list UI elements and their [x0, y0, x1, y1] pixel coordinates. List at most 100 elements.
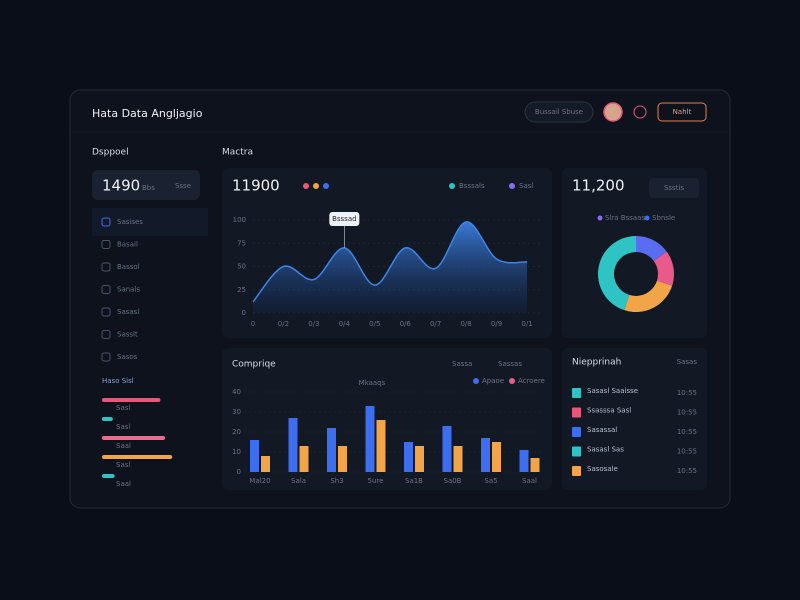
search-box[interactable] [524, 101, 594, 123]
menu-item[interactable]: Sasasl [117, 308, 139, 316]
tab[interactable]: Sassas [498, 360, 522, 368]
bar [519, 450, 529, 472]
bar [442, 426, 452, 472]
progress-bar [102, 398, 161, 402]
stat-card [92, 170, 200, 200]
item-icon [572, 407, 581, 418]
legend-label: Bsssals [459, 182, 485, 190]
avatar[interactable] [603, 102, 623, 122]
bar [481, 438, 490, 472]
app-title: Hata Data Angljagio [92, 107, 203, 120]
stat-unit: Bbs [142, 184, 155, 192]
bar [250, 440, 259, 472]
y-tick-label: 20 [232, 428, 241, 436]
x-tick-label: 5ure [368, 477, 384, 485]
x-tick-label: 0 [251, 320, 255, 328]
bar [261, 456, 270, 472]
item-icon [572, 427, 581, 437]
item-icon [572, 466, 581, 476]
annotation-box [329, 212, 360, 226]
x-tick-label: Sh3 [330, 477, 343, 485]
bar [327, 428, 336, 472]
progress-bar [102, 436, 165, 440]
legend-label: Sasl [519, 182, 533, 190]
item-time: 10:55 [677, 428, 697, 436]
y-tick-label: 75 [237, 239, 246, 247]
item-label: Sasasl Sas [587, 446, 624, 454]
x-tick-label: 0/6 [400, 320, 412, 328]
item-time: 10:55 [677, 467, 697, 475]
x-tick-label: 0/9 [491, 320, 502, 328]
menu-icon [101, 285, 111, 294]
x-tick-label: Sala [291, 477, 306, 485]
bar [404, 442, 413, 472]
legend-dot [303, 183, 309, 189]
x-tick-label: Mal20 [249, 477, 270, 485]
legend-label: Apaoe [482, 377, 504, 385]
legend-dot [323, 183, 329, 189]
donut-segment [624, 280, 673, 312]
item-time: 10:55 [677, 448, 697, 456]
legend-label: Acroere [518, 377, 545, 385]
bar [299, 446, 309, 472]
menu-icon [101, 307, 111, 317]
item-label: Sasassal [587, 426, 617, 434]
bar [338, 446, 347, 472]
notification-icon[interactable] [633, 105, 647, 119]
annotation: Mkaaqs [359, 379, 386, 387]
x-tick-label: Sa5 [484, 477, 497, 485]
stat-value: 1490 [102, 177, 140, 195]
item-time: 10:55 [677, 389, 697, 397]
bar [365, 406, 375, 472]
list-card [562, 348, 707, 490]
menu-icon [101, 352, 111, 362]
menu-icon [101, 240, 111, 249]
x-tick-label: 0/5 [369, 320, 380, 328]
donut-badge: Ssstis [664, 184, 684, 192]
x-tick-label: 0/3 [308, 320, 319, 328]
y-tick-label: 30 [232, 408, 241, 416]
menu-item[interactable]: Basail [117, 241, 138, 249]
stat-badge: Ssse [175, 182, 191, 190]
item-icon [572, 446, 581, 457]
menu-item[interactable]: Sasslt [117, 331, 138, 339]
legend-dot [449, 183, 455, 189]
menu-item[interactable]: Sasos [117, 353, 138, 361]
menu-item[interactable]: Bassol [117, 263, 140, 271]
bar [453, 446, 463, 472]
y-tick-label: 0 [242, 309, 246, 317]
item-label: Sasosale [587, 465, 618, 473]
x-tick-label: 0/2 [278, 320, 289, 328]
bar [376, 420, 386, 472]
button-text: Nahlt [673, 108, 692, 116]
progress-text: Sasl [116, 404, 130, 412]
action-button[interactable] [657, 102, 707, 122]
section-label: Mactra [222, 148, 253, 158]
menu-item[interactable]: Sasises [117, 218, 143, 226]
progress-bar [102, 417, 113, 421]
menu-active-bg [92, 208, 208, 236]
menu-icon [101, 262, 111, 272]
legend-label: Sbnsle [652, 214, 675, 222]
item-label: Ssasssa Sasl [587, 407, 631, 415]
progress-text: Saal [116, 480, 131, 488]
progress-bar [102, 474, 115, 478]
x-tick-label: 0/1 [521, 320, 532, 328]
donut-badge-bg[interactable] [649, 178, 699, 198]
legend-dot [597, 215, 603, 221]
y-tick-label: 25 [237, 286, 246, 294]
progress-text: Saal [116, 442, 131, 450]
donut-value: 11,200 [572, 177, 625, 195]
bar [530, 458, 540, 472]
bar [288, 418, 298, 472]
menu-item[interactable]: Sanals [117, 286, 140, 294]
progress-text: Sasl [116, 423, 130, 431]
y-tick-label: 10 [232, 448, 241, 456]
bar [492, 442, 501, 472]
tab[interactable]: Sassa [452, 360, 472, 368]
y-tick-label: 0 [237, 468, 241, 476]
y-tick-label: 100 [233, 216, 246, 224]
area-fill [253, 221, 527, 313]
